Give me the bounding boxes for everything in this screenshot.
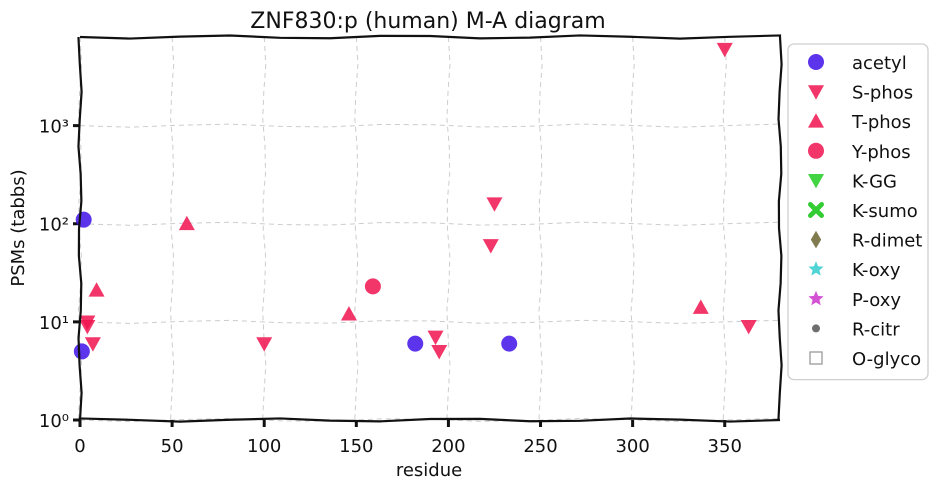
points-layer: [73, 42, 757, 360]
legend-label: Y-phos: [851, 142, 911, 163]
y-tick-label: 10²: [39, 215, 69, 236]
x-gridline: [722, 36, 727, 421]
x-tick-label: 350: [708, 436, 742, 457]
data-point: [73, 343, 90, 360]
legend-marker: [812, 324, 820, 333]
data-point: [501, 335, 518, 352]
data-point: [431, 345, 448, 360]
legend-marker: [808, 113, 824, 128]
data-point: [692, 299, 709, 314]
data-point: [364, 278, 381, 295]
x-tick-label: 200: [431, 436, 465, 457]
legend-marker: [810, 230, 822, 249]
y-axis-label: PSMs (tabbs): [8, 169, 29, 286]
legend-label: K-GG: [852, 171, 897, 192]
legend-label: K-oxy: [852, 260, 901, 281]
legend-label: S-phos: [852, 83, 913, 104]
legend-label: acetyl: [852, 53, 907, 74]
data-point: [427, 330, 444, 346]
legend-marker: [808, 261, 824, 276]
legend-box: [787, 43, 929, 381]
x-tick-label: 50: [161, 436, 184, 457]
data-point: [482, 239, 499, 254]
legend-label: P-oxy: [852, 290, 901, 311]
legend-marker: [809, 351, 823, 365]
x-gridline: [538, 36, 543, 421]
x-tick-label: 100: [247, 436, 281, 457]
y-gridline: [79, 123, 781, 128]
data-point: [407, 335, 424, 352]
y-tick-label: 10³: [39, 117, 69, 138]
ticks-layer: 0 50 100 150 200 250 300 350 10⁰ 10¹ 10² 10³: [39, 117, 742, 457]
x-gridline: [170, 36, 175, 421]
grid-layer: [77, 36, 781, 423]
legend-marker: [808, 54, 824, 70]
data-point: [79, 315, 96, 330]
data-point: [716, 42, 733, 58]
y-tick-label: 10⁰: [39, 411, 69, 432]
legend-marker: [808, 174, 824, 189]
y-gridline: [79, 319, 781, 324]
data-point: [178, 215, 195, 231]
data-point: [486, 197, 503, 212]
x-tick-label: 150: [339, 436, 373, 457]
x-tick-label: 300: [615, 436, 649, 457]
legend-label: T-phos: [851, 112, 911, 133]
data-point: [84, 337, 101, 352]
plot-frame: [77, 34, 783, 423]
legend-marker: [808, 142, 824, 159]
x-gridline: [446, 36, 451, 421]
legend-label: R-citr: [852, 319, 900, 340]
legend-marker: [808, 290, 824, 306]
legend-label: R-dimet: [852, 231, 922, 252]
legend-marker: [808, 202, 824, 218]
data-point: [256, 337, 273, 352]
legend-label: O-glyco: [852, 349, 921, 370]
x-gridline: [354, 36, 359, 421]
chart-title: ZNF830:p (human) M-A diagram: [250, 9, 605, 34]
data-point: [75, 211, 92, 228]
legend: acetyl S-phos T-phos Y-phos K-GG K-sumo R-dime…: [787, 43, 929, 381]
x-axis-label: residue: [396, 460, 462, 481]
x-tick-label: 0: [74, 436, 85, 457]
x-gridline: [262, 36, 267, 421]
x-gridline: [630, 36, 635, 421]
legend-marker: [808, 85, 824, 100]
y-tick-label: 10¹: [39, 313, 69, 334]
data-point: [740, 319, 757, 335]
legend-label: K-sumo: [852, 201, 918, 222]
data-point: [340, 306, 357, 321]
x-tick-label: 250: [523, 436, 557, 457]
data-point: [88, 282, 105, 297]
